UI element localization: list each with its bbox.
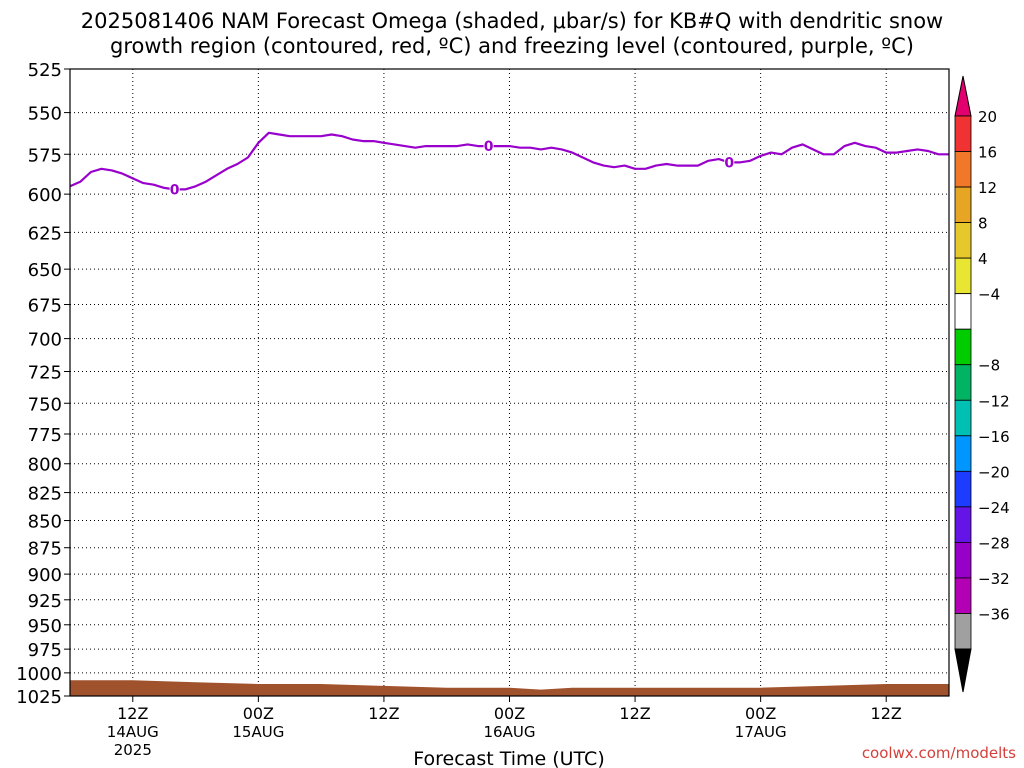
colorbar-label: 8 xyxy=(978,215,988,233)
y-tick-label: 525 xyxy=(28,60,62,81)
colorbar-bin xyxy=(954,399,972,437)
colorbar-label: 20 xyxy=(978,108,997,126)
series-layer: 0 0 0 xyxy=(69,131,949,198)
colorbar-bin xyxy=(954,115,972,152)
contour-label-bg xyxy=(483,138,494,154)
terrain-fill xyxy=(70,680,949,696)
colorbar-bin xyxy=(954,257,972,295)
x-tick-label: 15AUG xyxy=(232,723,284,741)
x-tick-label: 14AUG xyxy=(107,723,159,741)
colorbar-bin xyxy=(954,364,972,401)
colorbar-label: −28 xyxy=(978,534,1010,552)
contour-label: 0 xyxy=(724,155,734,171)
colorbar-label: 12 xyxy=(978,179,997,197)
colorbar-bin xyxy=(954,151,972,188)
y-tick-label: 1025 xyxy=(16,687,62,708)
colorbar-bin xyxy=(954,328,972,366)
x-tick-label: 12Z xyxy=(368,704,399,723)
contour-label-bg xyxy=(724,154,735,170)
colorbar-label: −12 xyxy=(978,392,1010,410)
freezing-level-line xyxy=(69,131,949,191)
colorbar-label: −8 xyxy=(978,357,1000,375)
y-tick-label: 775 xyxy=(28,425,62,446)
x-tick-label: 17AUG xyxy=(735,723,787,741)
colorbar-top-arrow xyxy=(954,75,972,117)
y-tick-label: 750 xyxy=(28,394,62,415)
colorbar-bin xyxy=(954,186,972,224)
watermark: coolwx.com/modelts xyxy=(861,744,1016,762)
colorbar: 20 16 12 8 4 −4 −8 −12 −16 −20 −24 −28 −32 −36 xyxy=(954,75,1010,693)
y-tick-label: 850 xyxy=(28,512,62,533)
contour-label: 0 xyxy=(170,182,180,198)
colorbar-bottom-arrow xyxy=(954,648,972,693)
x-tick-label: 00Z xyxy=(745,704,776,723)
x-tick-label: 00Z xyxy=(494,704,525,723)
colorbar-bin xyxy=(954,222,972,259)
grid-lines xyxy=(70,68,949,697)
chart-title-line1: 2025081406 NAM Forecast Omega (shaded, μ… xyxy=(80,9,944,33)
y-tick-label: 975 xyxy=(28,640,62,661)
y-tick-label: 900 xyxy=(28,565,62,586)
x-tick-label: 2025 xyxy=(114,741,152,759)
y-tick-label: 600 xyxy=(28,185,62,206)
colorbar-bin xyxy=(954,506,972,543)
y-tick-label: 800 xyxy=(28,455,62,476)
y-tick-label: 650 xyxy=(28,260,62,281)
y-tick-label: 675 xyxy=(28,296,62,317)
colorbar-bin xyxy=(954,613,972,650)
y-tick-label: 875 xyxy=(28,539,62,560)
colorbar-label: −24 xyxy=(978,499,1010,517)
x-axis-label: Forecast Time (UTC) xyxy=(413,748,604,768)
colorbar-label: −32 xyxy=(978,570,1010,588)
y-tick-label: 550 xyxy=(28,104,62,125)
colorbar-label: −36 xyxy=(978,605,1010,623)
colorbar-label: −20 xyxy=(978,463,1010,481)
x-tick-label: 12Z xyxy=(619,704,650,723)
colorbar-label: −4 xyxy=(978,286,1000,304)
y-tick-label: 625 xyxy=(28,223,62,244)
colorbar-label: 16 xyxy=(978,144,997,162)
x-tick-label: 12Z xyxy=(871,704,902,723)
y-tick-label: 1000 xyxy=(16,664,62,685)
colorbar-label: 4 xyxy=(978,250,988,268)
y-tick-label: 950 xyxy=(28,616,62,637)
contour-label: 0 xyxy=(484,139,494,155)
chart-title-line2: growth region (contoured, red, ºC) and f… xyxy=(110,34,914,58)
y-tick-label: 725 xyxy=(28,362,62,383)
axis-labels: 525 550 575 600 625 650 675 700 725 750 775 800 825 8… xyxy=(16,60,902,759)
y-tick-label: 700 xyxy=(28,330,62,351)
colorbar-bin xyxy=(954,293,972,330)
colorbar-label: −16 xyxy=(978,428,1010,446)
terrain-layer xyxy=(70,680,949,696)
colorbar-bin xyxy=(954,470,972,508)
x-tick-label: 00Z xyxy=(243,704,274,723)
y-tick-label: 925 xyxy=(28,591,62,612)
x-tick-label: 12Z xyxy=(117,704,148,723)
y-tick-label: 825 xyxy=(28,484,62,505)
x-tick-label: 16AUG xyxy=(484,723,536,741)
colorbar-bin xyxy=(954,542,972,579)
contour-label-bg xyxy=(169,181,180,197)
colorbar-bin xyxy=(954,435,972,472)
y-tick-label: 575 xyxy=(28,145,62,166)
colorbar-bin xyxy=(954,577,972,614)
